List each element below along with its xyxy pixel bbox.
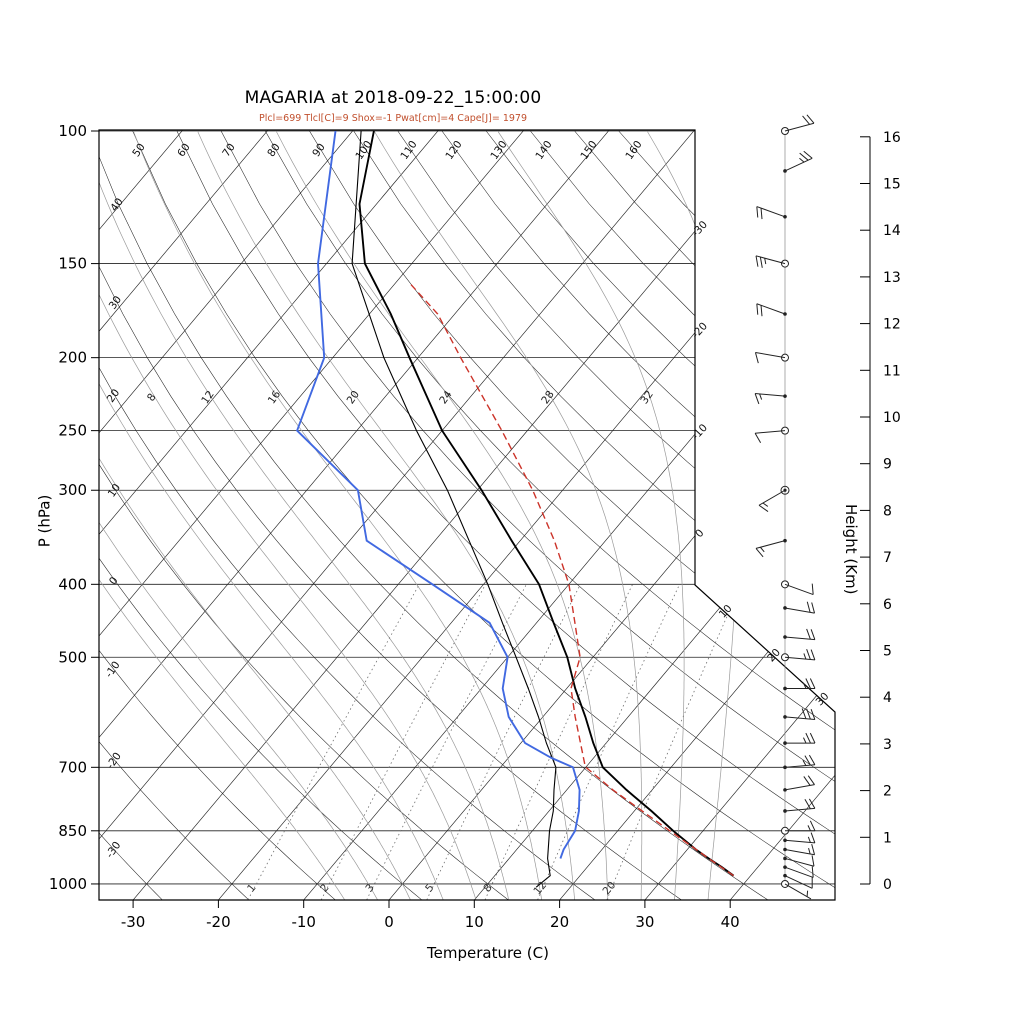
svg-text:6: 6: [883, 597, 892, 613]
parcel-curve: [410, 284, 734, 877]
svg-text:15: 15: [883, 177, 901, 193]
svg-text:10: 10: [465, 913, 484, 931]
svg-text:16: 16: [883, 130, 901, 146]
svg-text:20: 20: [601, 879, 619, 897]
svg-text:-20: -20: [104, 750, 124, 771]
svg-text:150: 150: [58, 255, 87, 273]
svg-text:7: 7: [883, 550, 892, 566]
svg-text:24: 24: [437, 388, 455, 406]
svg-text:200: 200: [58, 349, 87, 367]
svg-text:160: 160: [623, 139, 644, 162]
temperature-curve: [358, 130, 735, 877]
svg-text:-30: -30: [690, 219, 710, 240]
svg-text:20: 20: [550, 913, 569, 931]
svg-text:500: 500: [58, 648, 87, 666]
plot-area: [99, 130, 835, 900]
svg-text:13: 13: [883, 270, 901, 286]
svg-text:70: 70: [220, 141, 238, 159]
svg-text:1: 1: [883, 830, 892, 846]
svg-text:12: 12: [531, 879, 549, 897]
svg-text:32: 32: [638, 389, 656, 407]
svg-text:850: 850: [58, 822, 87, 840]
svg-text:130: 130: [488, 139, 509, 162]
svg-text:700: 700: [58, 758, 87, 776]
chart-parameters-text: Plcl=699 Tlcl[C]=9 Shox=-1 Pwat[cm]=4 Ca…: [258, 113, 528, 124]
grid-labels: 50 60 70 80 90 100 110 120 130 140 150 160403020100…: [103, 139, 831, 898]
svg-text:150: 150: [578, 139, 599, 162]
svg-text:8: 8: [883, 503, 892, 519]
moist-adiabat-lines: [99, 130, 740, 900]
svg-text:20: 20: [105, 387, 123, 405]
svg-text:14: 14: [883, 223, 901, 239]
svg-text:12: 12: [883, 317, 901, 333]
svg-text:40: 40: [721, 913, 740, 931]
svg-text:0: 0: [107, 575, 121, 587]
svg-text:400: 400: [58, 575, 87, 593]
svg-text:8: 8: [145, 391, 159, 403]
svg-text:9: 9: [883, 457, 892, 473]
svg-text:30: 30: [107, 294, 125, 312]
svg-text:-20: -20: [206, 913, 231, 931]
svg-text:12: 12: [199, 389, 217, 407]
svg-text:60: 60: [175, 141, 193, 159]
svg-text:10: 10: [106, 482, 124, 500]
wetbulb-curve: [351, 130, 557, 888]
svg-text:2: 2: [883, 784, 892, 800]
plot-border: [98, 129, 836, 901]
temperature-axis-label: Temperature (C): [427, 944, 549, 962]
svg-text:0: 0: [883, 877, 892, 893]
svg-text:-30: -30: [104, 840, 124, 861]
svg-text:11: 11: [883, 363, 901, 379]
svg-text:4: 4: [883, 690, 892, 706]
svg-text:-10: -10: [690, 422, 710, 443]
mixing-ratio-lines: [247, 584, 742, 900]
dewpoint-curve: [295, 130, 581, 859]
svg-text:5: 5: [883, 644, 892, 660]
svg-text:1000: 1000: [49, 875, 87, 893]
svg-text:300: 300: [58, 481, 87, 499]
wind-barbs: [754, 114, 816, 900]
svg-text:-20: -20: [690, 320, 710, 341]
svg-text:140: 140: [533, 139, 554, 162]
svg-text:30: 30: [635, 913, 654, 931]
svg-text:250: 250: [58, 422, 87, 440]
svg-text:28: 28: [539, 389, 557, 407]
svg-text:20: 20: [345, 389, 363, 407]
svg-text:10: 10: [883, 410, 901, 426]
svg-text:0: 0: [384, 913, 394, 931]
chart-title: MAGARIA at 2018-09-22_15:00:00: [244, 88, 542, 108]
svg-text:-10: -10: [291, 913, 316, 931]
svg-text:50: 50: [130, 141, 148, 159]
svg-text:100: 100: [58, 122, 87, 140]
svg-text:-30: -30: [121, 913, 146, 931]
svg-text:120: 120: [443, 139, 464, 162]
svg-text:3: 3: [883, 737, 892, 753]
svg-text:80: 80: [265, 141, 283, 159]
svg-text:16: 16: [266, 388, 284, 406]
